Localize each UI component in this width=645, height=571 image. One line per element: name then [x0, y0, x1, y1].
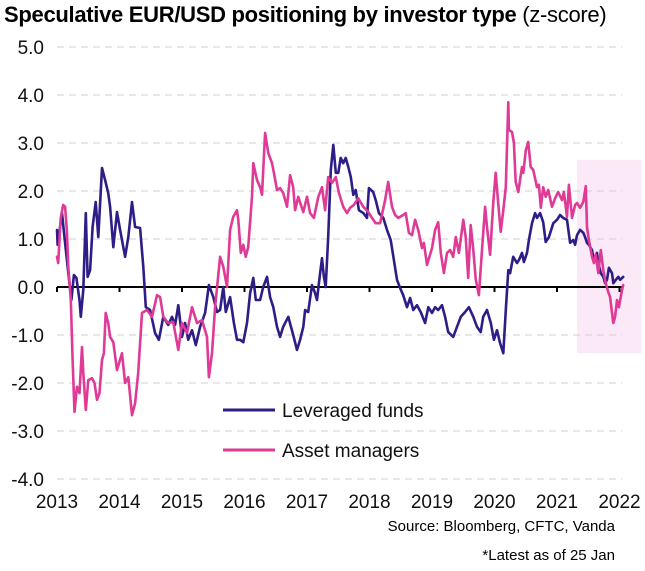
y-tick-label: 2.0 [18, 182, 44, 203]
y-tick-label: 0.0 [18, 278, 44, 299]
y-tick-label: -2.0 [11, 374, 44, 395]
highlight-region [577, 159, 642, 354]
chart-title: Speculative EUR/USD positioning by inves… [4, 2, 607, 28]
x-tick-label: 2013 [36, 492, 78, 513]
legend: Leveraged funds Asset managers [223, 401, 424, 462]
y-tick-label: 1.0 [18, 230, 44, 251]
x-tick-label: 2018 [348, 492, 390, 513]
chart-title-main: Speculative EUR/USD positioning by inves… [4, 2, 517, 27]
y-tick-label: -1.0 [11, 326, 44, 347]
y-tick-label: -4.0 [11, 470, 44, 491]
series-line-leveraged-funds [55, 143, 625, 355]
y-tick-label: -3.0 [11, 422, 44, 443]
legend-label-asset-managers: Asset managers [282, 441, 419, 462]
legend-label-leveraged-funds: Leveraged funds [282, 401, 424, 422]
x-tick-label: 2015 [161, 492, 203, 513]
source-note: Source: Bloomberg, CFTC, Vanda [387, 518, 615, 535]
series-line-asset-managers [55, 100, 625, 417]
x-tick-label: 2020 [473, 492, 515, 513]
x-tick-label: 2022 [598, 492, 640, 513]
x-axis-ticks: 2013 2014 2015 2016 2017 2018 2019 2020 2021 2022 [36, 492, 641, 513]
x-axis [56, 286, 622, 292]
chart-title-unit: (z-score) [522, 2, 607, 27]
y-axis-ticks: 5.0 4.0 3.0 2.0 1.0 0.0 -1.0 -2.0 -3.0 -4.0 [11, 38, 44, 491]
x-tick-label: 2014 [98, 492, 141, 513]
y-tick-label: 5.0 [18, 38, 44, 59]
y-tick-label: 3.0 [18, 134, 44, 155]
latest-date-note: *Latest as of 25 Jan [482, 547, 615, 564]
x-tick-label: 2019 [411, 492, 453, 513]
series-lines [55, 100, 625, 417]
y-tick-label: 4.0 [18, 86, 44, 107]
x-tick-label: 2021 [536, 492, 578, 513]
x-tick-label: 2017 [286, 492, 328, 513]
x-tick-label: 2016 [223, 492, 265, 513]
